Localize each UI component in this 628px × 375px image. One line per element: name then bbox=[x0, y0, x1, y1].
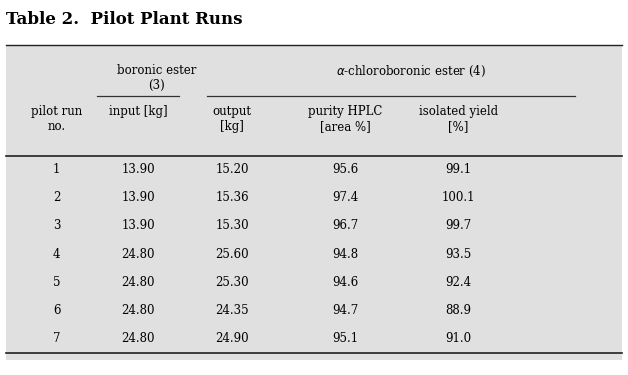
Text: 88.9: 88.9 bbox=[445, 304, 472, 317]
Text: $\alpha$-chloroboronic ester (4): $\alpha$-chloroboronic ester (4) bbox=[336, 64, 487, 79]
Text: 91.0: 91.0 bbox=[445, 332, 472, 345]
Text: boronic ester
(3): boronic ester (3) bbox=[117, 64, 197, 92]
Text: 4: 4 bbox=[53, 248, 60, 261]
Text: 99.1: 99.1 bbox=[445, 163, 472, 176]
Text: 13.90: 13.90 bbox=[121, 219, 155, 232]
Text: 24.80: 24.80 bbox=[121, 248, 155, 261]
Text: 94.7: 94.7 bbox=[332, 304, 359, 317]
Text: 15.36: 15.36 bbox=[215, 191, 249, 204]
Text: 15.30: 15.30 bbox=[215, 219, 249, 232]
Text: 5: 5 bbox=[53, 276, 60, 289]
Text: 94.8: 94.8 bbox=[332, 248, 359, 261]
Text: pilot run
no.: pilot run no. bbox=[31, 105, 82, 133]
Text: 13.90: 13.90 bbox=[121, 191, 155, 204]
Text: 25.30: 25.30 bbox=[215, 276, 249, 289]
Text: input [kg]: input [kg] bbox=[109, 105, 168, 118]
Text: 24.80: 24.80 bbox=[121, 332, 155, 345]
Bar bbox=[6, 45, 622, 360]
Text: 3: 3 bbox=[53, 219, 60, 232]
Text: 94.6: 94.6 bbox=[332, 276, 359, 289]
Text: 2: 2 bbox=[53, 191, 60, 204]
Text: 97.4: 97.4 bbox=[332, 191, 359, 204]
Text: 25.60: 25.60 bbox=[215, 248, 249, 261]
Text: 15.20: 15.20 bbox=[215, 163, 249, 176]
Text: 13.90: 13.90 bbox=[121, 163, 155, 176]
Text: 96.7: 96.7 bbox=[332, 219, 359, 232]
Text: 95.6: 95.6 bbox=[332, 163, 359, 176]
Text: 93.5: 93.5 bbox=[445, 248, 472, 261]
Text: 99.7: 99.7 bbox=[445, 219, 472, 232]
Text: 6: 6 bbox=[53, 304, 60, 317]
Text: 100.1: 100.1 bbox=[441, 191, 475, 204]
Text: 24.90: 24.90 bbox=[215, 332, 249, 345]
Text: 7: 7 bbox=[53, 332, 60, 345]
Text: Table 2.  Pilot Plant Runs: Table 2. Pilot Plant Runs bbox=[6, 11, 243, 28]
Text: 24.80: 24.80 bbox=[121, 276, 155, 289]
Text: output
[kg]: output [kg] bbox=[213, 105, 252, 133]
Text: 95.1: 95.1 bbox=[332, 332, 359, 345]
Text: 92.4: 92.4 bbox=[445, 276, 472, 289]
Text: 24.80: 24.80 bbox=[121, 304, 155, 317]
Text: isolated yield
[%]: isolated yield [%] bbox=[419, 105, 498, 133]
Text: 24.35: 24.35 bbox=[215, 304, 249, 317]
Text: purity HPLC
[area %]: purity HPLC [area %] bbox=[308, 105, 382, 133]
Text: 1: 1 bbox=[53, 163, 60, 176]
